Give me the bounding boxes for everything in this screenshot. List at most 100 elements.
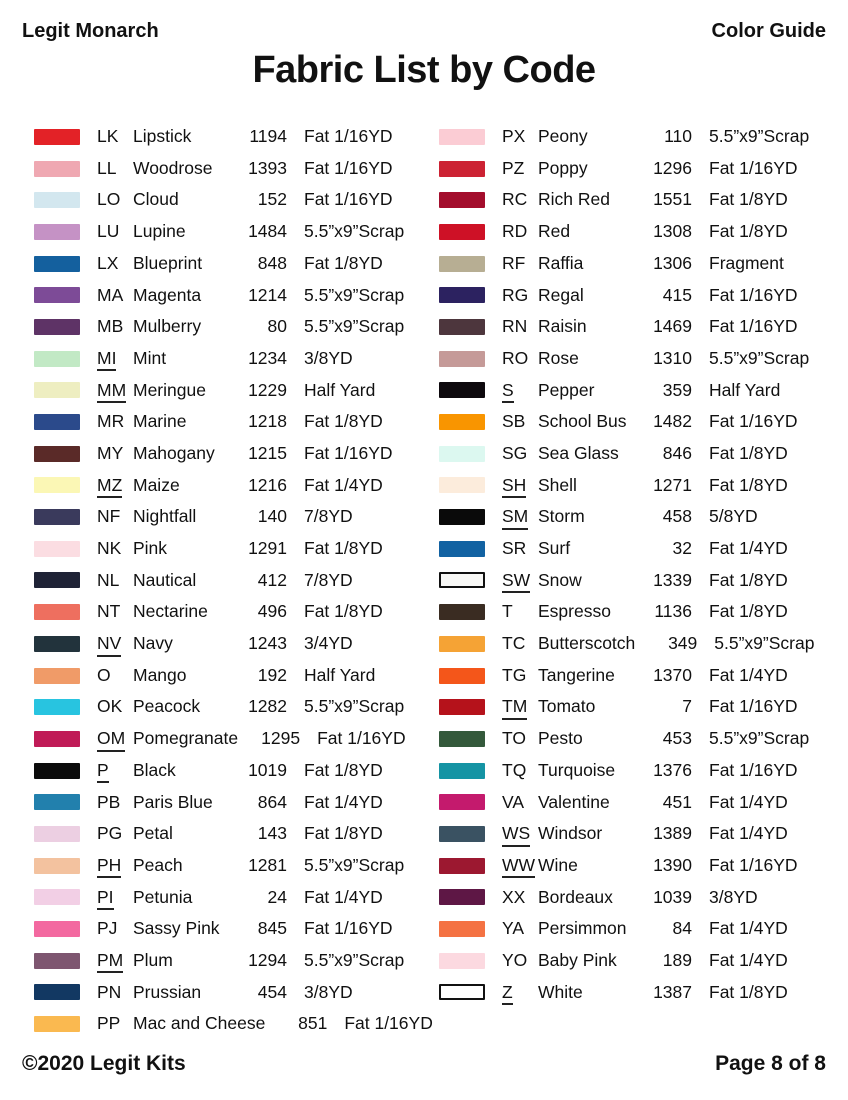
color-swatch	[439, 477, 485, 494]
fabric-code: LL	[97, 159, 133, 178]
fabric-code-text: NT	[97, 601, 121, 622]
fabric-code-text: MR	[97, 411, 125, 432]
fabric-cut-size: Fat 1/16YD	[304, 157, 393, 178]
fabric-code: SM	[502, 508, 538, 530]
fabric-code-text: RN	[502, 316, 528, 337]
fabric-row: LX Blueprint 848 Fat 1/8YD	[34, 248, 422, 280]
fabric-code-text: SR	[502, 538, 527, 559]
page-header: Legit Monarch Color Guide	[0, 0, 848, 43]
color-swatch	[34, 730, 80, 747]
color-swatch	[439, 730, 485, 747]
fabric-cut-size: 3/4YD	[304, 633, 353, 654]
fabric-code: YA	[502, 920, 538, 938]
fabric-cut-size: 5.5”x9”Scrap	[304, 284, 405, 305]
color-swatch	[34, 635, 80, 652]
fabric-row: NL Nautical 412 7/8YD	[34, 565, 422, 597]
fabric-name: Mahogany	[133, 442, 215, 463]
fabric-number: 1295	[261, 728, 301, 749]
color-swatch	[34, 984, 80, 1001]
fabric-code: TO	[502, 730, 538, 748]
fabric-name: Raisin	[538, 316, 587, 337]
fabric-code-text: PX	[502, 126, 526, 147]
fabric-number: 848	[257, 252, 287, 273]
fabric-code: SG	[502, 442, 538, 463]
fabric-name: Pink	[133, 538, 168, 559]
fabric-cut-size: Fat 1/4YD	[709, 664, 788, 685]
fabric-code: PM	[97, 951, 133, 974]
fabric-row: PZ Poppy 1296 Fat 1/16YD	[439, 153, 827, 185]
fabric-name: Sassy Pink	[133, 918, 220, 939]
fabric-number: 1370	[653, 664, 692, 685]
page-title: Fabric List by Code	[252, 49, 596, 91]
fabric-row: SR Surf 32 Fat 1/4YD	[439, 533, 827, 565]
fabric-code-text: PP	[97, 1013, 121, 1034]
fabric-code-text: LK	[97, 126, 119, 147]
fabric-row: SG Sea Glass 846 Fat 1/8YD	[439, 438, 827, 470]
fabric-cut-size: Fat 1/4YD	[709, 949, 788, 970]
fabric-cut-size: Fat 1/16YD	[304, 442, 393, 463]
fabric-number: 451	[662, 791, 692, 812]
fabric-code-text: SM	[502, 508, 529, 530]
fabric-cut-size: Fat 1/4YD	[709, 823, 788, 844]
fabric-code: PX	[502, 128, 538, 146]
fabric-row: PH Peach 1281 5.5”x9”Scrap	[34, 850, 422, 882]
fabric-code: TQ	[502, 761, 538, 780]
fabric-cut-size: 5/8YD	[709, 506, 758, 527]
fabric-row: PN Prussian 454 3/8YD	[34, 977, 422, 1009]
fabric-code: NL	[97, 571, 133, 590]
fabric-name: Pomegranate	[133, 728, 239, 749]
color-swatch	[439, 223, 485, 240]
fabric-name: Poppy	[538, 157, 588, 178]
fabric-cut-size: 5.5”x9”Scrap	[304, 316, 405, 337]
fabric-code: S	[502, 381, 538, 404]
fabric-code: NF	[97, 508, 133, 526]
fabric-number: 110	[664, 126, 692, 147]
color-swatch	[439, 350, 485, 367]
color-swatch	[34, 921, 80, 938]
fabric-name: Mulberry	[133, 316, 202, 337]
fabric-code-text: PJ	[97, 918, 118, 939]
fabric-name: Red	[538, 221, 571, 242]
fabric-cut-size: Fat 1/8YD	[304, 759, 383, 780]
fabric-code-text: PZ	[502, 157, 525, 178]
fabric-code-text: YO	[502, 949, 528, 970]
fabric-name: Lupine	[133, 221, 186, 242]
fabric-row: TQ Turquoise 1376 Fat 1/16YD	[439, 755, 827, 787]
color-swatch	[439, 889, 485, 906]
fabric-name: Baby Pink	[538, 949, 617, 970]
fabric-name: Navy	[133, 633, 173, 654]
color-swatch	[34, 382, 80, 399]
fabric-code: NK	[97, 540, 133, 558]
page-indicator: Page 8 of 8	[715, 1052, 826, 1075]
color-swatch	[439, 287, 485, 304]
fabric-row: SW Snow 1339 Fat 1/8YD	[439, 565, 827, 597]
fabric-cut-size: Fat 1/8YD	[304, 411, 383, 432]
fabric-code-text: MY	[97, 442, 124, 463]
color-swatch	[439, 509, 485, 526]
fabric-name: Marine	[133, 411, 187, 432]
fabric-row: OK Peacock 1282 5.5”x9”Scrap	[34, 691, 422, 723]
fabric-number: 1306	[653, 252, 692, 273]
color-swatch	[439, 857, 485, 874]
fabric-number: 192	[257, 664, 287, 685]
fabric-name: Mango	[133, 664, 187, 685]
fabric-cut-size: Fat 1/4YD	[304, 474, 383, 495]
color-swatch	[439, 318, 485, 335]
fabric-number: 1234	[248, 347, 287, 368]
fabric-number: 851	[298, 1013, 328, 1034]
fabric-code: SR	[502, 540, 538, 558]
fabric-number: 1271	[653, 474, 692, 495]
fabric-code-text: RD	[502, 221, 528, 242]
fabric-code-text: SG	[502, 442, 528, 463]
fabric-number: 1387	[653, 981, 692, 1002]
color-swatch	[439, 160, 485, 177]
fabric-cut-size: Half Yard	[304, 379, 376, 400]
fabric-number: 1389	[653, 823, 692, 844]
fabric-code: LK	[97, 128, 133, 146]
fabric-name: Nectarine	[133, 601, 208, 622]
fabric-code: SB	[502, 413, 538, 431]
fabric-number: 1294	[248, 949, 287, 970]
fabric-row: RF Raffia 1306 Fragment	[439, 248, 827, 280]
fabric-number: 453	[662, 728, 692, 749]
fabric-number: 1482	[653, 411, 692, 432]
